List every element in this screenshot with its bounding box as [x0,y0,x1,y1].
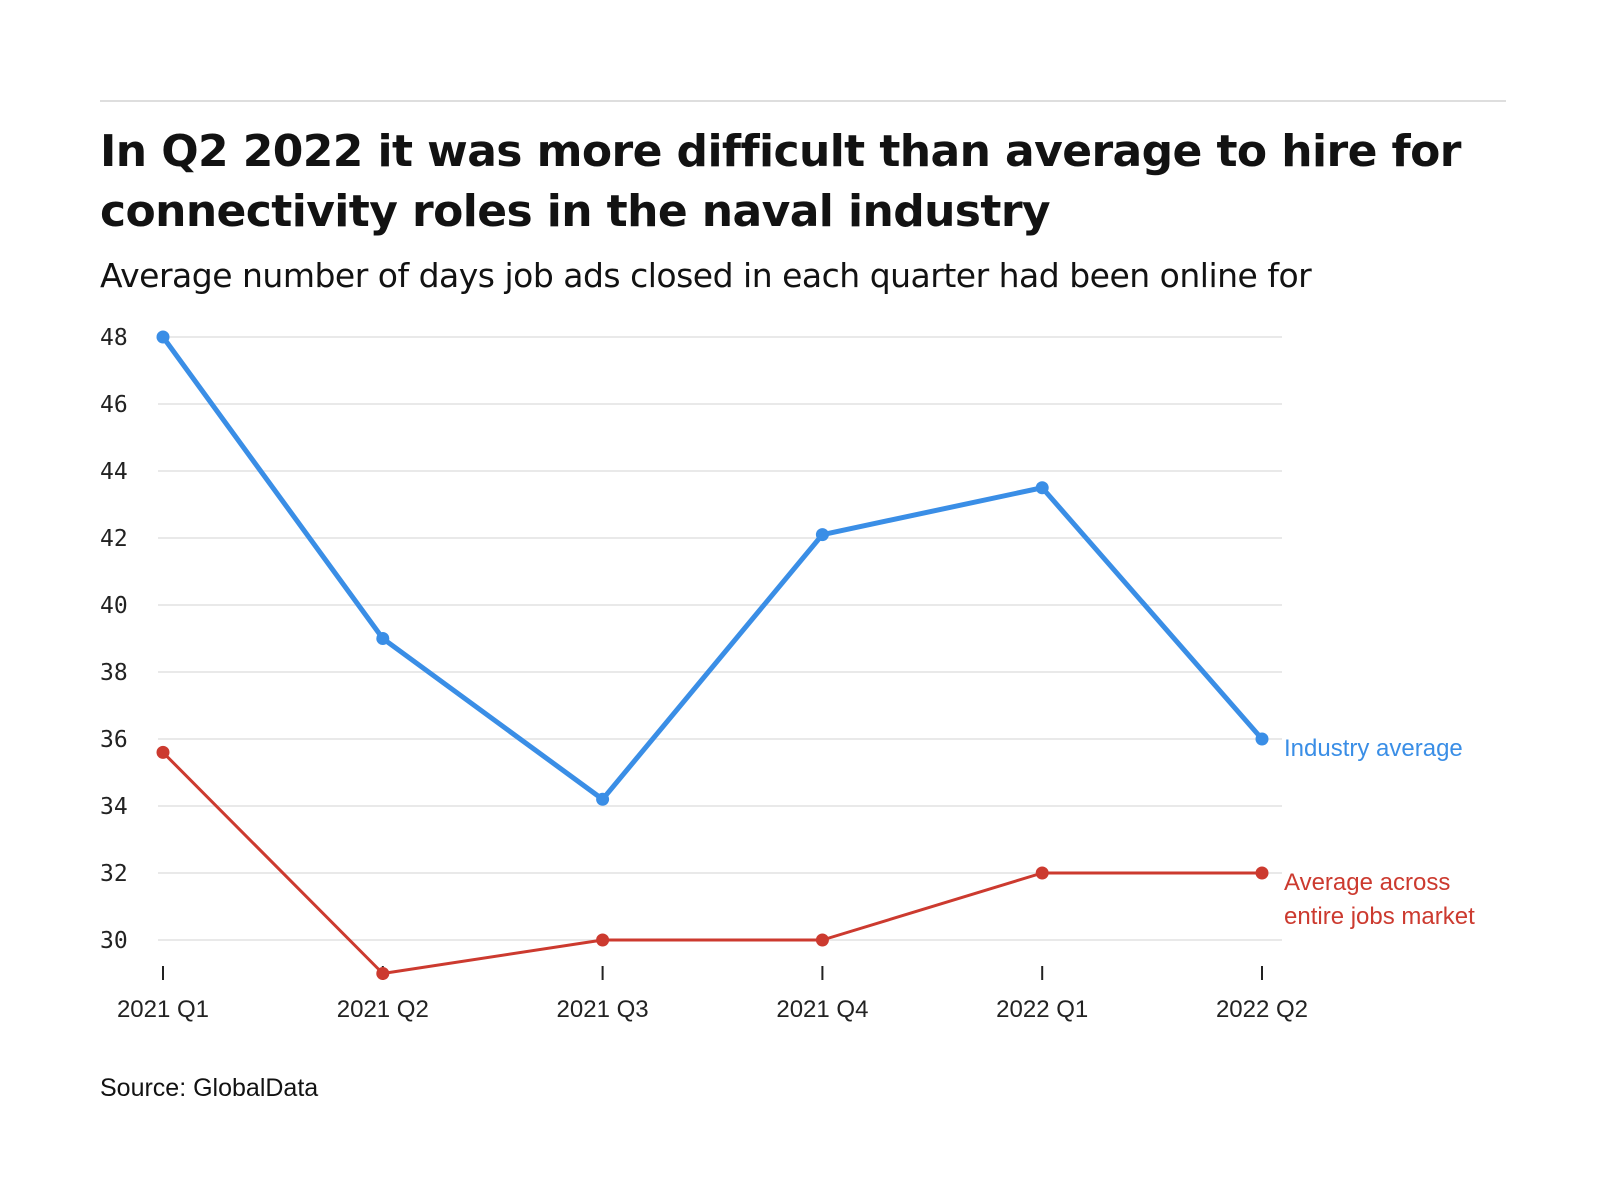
top-divider [100,100,1506,102]
gridlines [158,336,1282,941]
y-tick-label-34: 34 [100,794,128,820]
series-label-market: Average across entire jobs market [1284,869,1475,930]
y-tick-label-46: 46 [100,392,128,418]
y-tick-label-42: 42 [100,526,128,552]
series-labels: Industry average Average across entire job… [1284,735,1475,930]
x-tick-label: 2022 Q2 [1216,996,1308,1023]
series [156,330,1269,980]
data-point-industry-2 [596,792,610,806]
x-tick-label: 2021 Q1 [117,996,209,1023]
y-tick-label-38: 38 [100,660,128,686]
data-point-industry-5 [1255,732,1269,746]
data-point-industry-4 [1035,481,1049,495]
y-tick-label-40: 40 [100,593,128,619]
data-point-market-2 [596,933,610,947]
data-point-industry-0 [156,330,170,344]
chart-title: In Q2 2022 it was more difficult than av… [100,126,1461,237]
y-tick-label-36: 36 [100,727,128,753]
source-note: Source: GlobalData [100,1074,319,1102]
data-point-market-3 [815,933,829,947]
y-tick-label-30: 30 [100,928,128,954]
data-point-market-1 [376,967,390,980]
y-tick-label-44: 44 [100,459,128,485]
x-tick-label: 2021 Q4 [776,996,868,1023]
data-point-market-4 [1035,866,1049,880]
x-axis-ticks: 2021 Q1 2021 Q2 2021 Q3 2021 Q4 2022 Q1 2022 … [117,966,1308,1023]
data-point-industry-3 [815,528,829,542]
x-tick-label: 2021 Q3 [557,996,649,1023]
chart-subtitle: Average number of days job ads closed in… [100,256,1312,295]
x-tick-label: 2021 Q2 [337,996,429,1023]
data-point-market-0 [156,745,170,759]
y-tick-label-48: 48 [100,325,128,351]
data-point-market-5 [1255,866,1269,880]
series-label-industry: Industry average [1284,735,1463,762]
data-point-industry-1 [376,632,390,645]
y-tick-label-32: 32 [100,861,128,887]
series-line-market [161,750,1264,975]
x-tick-label: 2022 Q1 [996,996,1088,1023]
series-line-industry [160,334,1265,802]
y-axis-ticks: 30 32 34 36 38 40 42 44 46 48 [100,325,128,954]
